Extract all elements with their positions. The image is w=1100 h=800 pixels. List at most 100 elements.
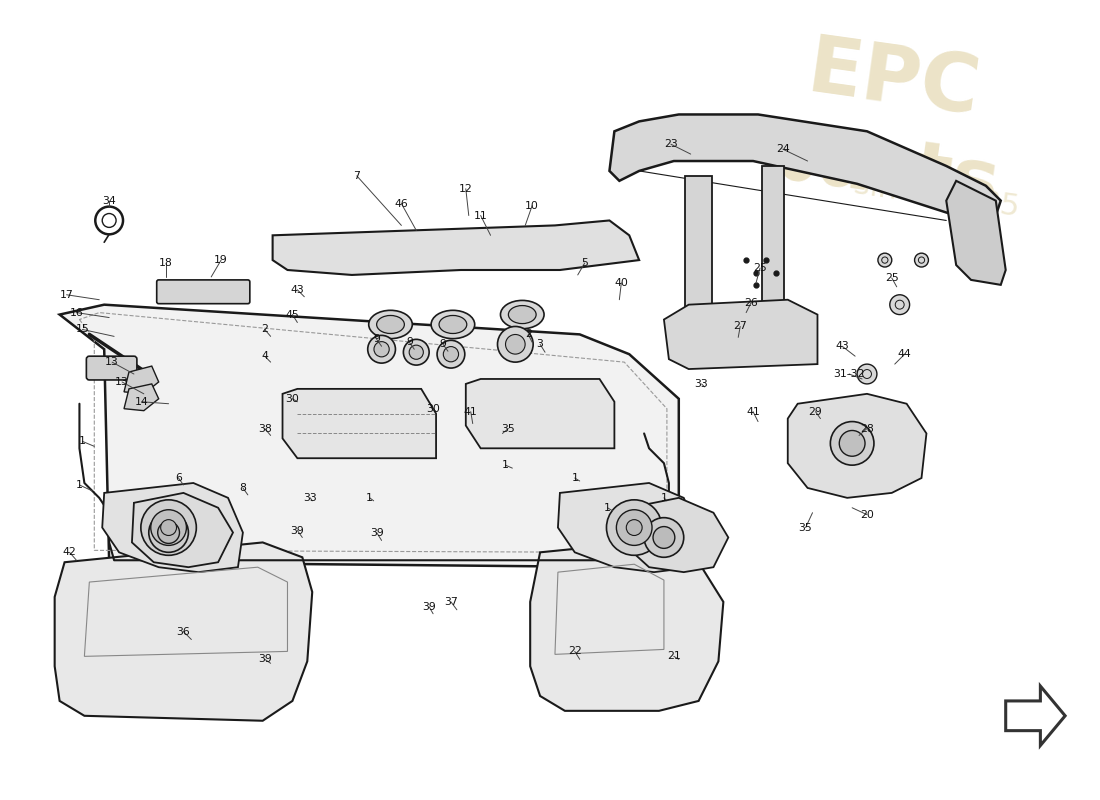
Text: 43: 43 [835, 342, 849, 351]
Polygon shape [59, 305, 679, 567]
Circle shape [606, 500, 662, 555]
Text: 34: 34 [102, 196, 116, 206]
Text: 1: 1 [660, 493, 668, 503]
Text: 13: 13 [116, 377, 129, 387]
Text: 2: 2 [525, 330, 531, 339]
Text: 10: 10 [525, 201, 539, 210]
Circle shape [148, 513, 188, 552]
Text: 41: 41 [746, 406, 760, 417]
FancyBboxPatch shape [156, 280, 250, 304]
Text: 41: 41 [464, 406, 477, 417]
Text: 33: 33 [695, 379, 708, 389]
Polygon shape [273, 221, 639, 275]
Text: 30: 30 [426, 404, 440, 414]
Text: 1: 1 [502, 460, 509, 470]
Ellipse shape [508, 306, 536, 323]
Text: 2: 2 [262, 325, 268, 334]
Text: 37: 37 [444, 597, 458, 607]
Text: 1: 1 [366, 493, 373, 503]
Polygon shape [788, 394, 926, 498]
Ellipse shape [376, 315, 405, 334]
Polygon shape [132, 493, 233, 567]
Circle shape [857, 364, 877, 384]
Circle shape [404, 339, 429, 365]
Polygon shape [762, 166, 784, 305]
Text: 39: 39 [422, 602, 436, 612]
Text: 46: 46 [395, 198, 408, 209]
Polygon shape [283, 389, 436, 458]
Ellipse shape [431, 310, 475, 338]
Text: 11: 11 [474, 210, 487, 221]
Text: 22: 22 [568, 646, 582, 657]
Circle shape [497, 326, 534, 362]
Text: 8: 8 [240, 483, 246, 493]
Text: 7: 7 [353, 171, 361, 181]
Text: 29: 29 [808, 406, 823, 417]
Polygon shape [102, 483, 243, 572]
Text: 1: 1 [604, 502, 611, 513]
Text: 18: 18 [158, 258, 173, 268]
Text: since 1985: since 1985 [851, 170, 1021, 222]
Text: 12: 12 [459, 184, 473, 194]
Circle shape [157, 522, 179, 543]
Circle shape [506, 334, 525, 354]
Text: 39: 39 [290, 526, 305, 535]
Text: 38: 38 [257, 423, 272, 434]
Text: 16: 16 [69, 307, 84, 318]
Text: 17: 17 [59, 290, 74, 300]
Circle shape [409, 345, 424, 359]
Polygon shape [124, 384, 158, 410]
Circle shape [374, 342, 389, 357]
Polygon shape [465, 379, 615, 448]
Text: 44: 44 [898, 350, 912, 359]
Text: 15: 15 [76, 325, 89, 334]
Text: 21: 21 [667, 651, 681, 662]
Text: 26: 26 [745, 298, 758, 308]
Ellipse shape [439, 315, 466, 334]
Circle shape [839, 430, 865, 456]
Polygon shape [946, 181, 1005, 285]
Text: 13: 13 [106, 357, 119, 367]
Circle shape [161, 520, 176, 535]
Circle shape [645, 518, 684, 558]
Text: 45: 45 [286, 310, 299, 319]
Text: 9: 9 [440, 339, 447, 350]
Polygon shape [558, 483, 698, 572]
Circle shape [653, 526, 674, 548]
Circle shape [367, 335, 396, 363]
Text: 25: 25 [884, 273, 899, 283]
Text: 6: 6 [175, 473, 182, 483]
Text: 19: 19 [214, 255, 228, 265]
Circle shape [890, 294, 910, 314]
Text: 9: 9 [406, 338, 412, 347]
Text: 30: 30 [286, 394, 299, 404]
Circle shape [626, 520, 642, 535]
Polygon shape [664, 300, 817, 369]
Text: 36: 36 [177, 626, 190, 637]
Circle shape [437, 340, 465, 368]
Text: 42: 42 [63, 547, 76, 558]
Text: 24: 24 [776, 144, 790, 154]
Polygon shape [530, 542, 724, 711]
FancyBboxPatch shape [87, 356, 136, 380]
Text: 43: 43 [290, 285, 305, 295]
Text: 40: 40 [615, 278, 628, 288]
Polygon shape [55, 542, 312, 721]
Polygon shape [124, 366, 158, 394]
Text: 3: 3 [537, 339, 543, 350]
Text: 35: 35 [799, 522, 813, 533]
Text: 4: 4 [262, 351, 268, 361]
Text: 33: 33 [304, 493, 317, 503]
Ellipse shape [368, 310, 412, 338]
Text: 27: 27 [734, 322, 747, 331]
Circle shape [151, 510, 186, 546]
Text: 28: 28 [860, 423, 873, 434]
Text: 25: 25 [754, 263, 767, 273]
Circle shape [141, 500, 196, 555]
Polygon shape [609, 114, 1001, 221]
Text: 39: 39 [370, 527, 384, 538]
Circle shape [878, 253, 892, 267]
Text: EPC
parts: EPC parts [757, 26, 1016, 226]
Text: 1: 1 [76, 480, 82, 490]
Polygon shape [627, 498, 728, 572]
